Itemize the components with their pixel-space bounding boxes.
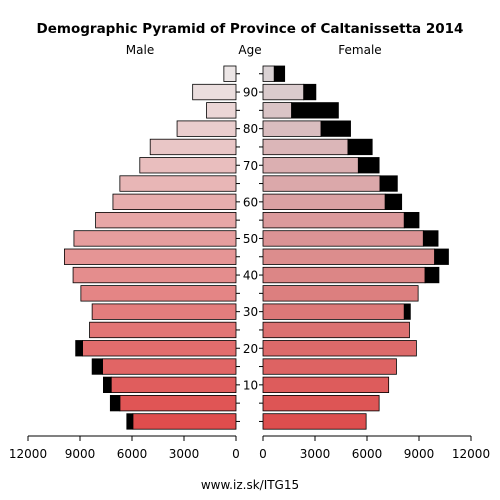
age-tick-label: 50: [243, 232, 258, 246]
bar-female: [262, 83, 305, 101]
bar-male-surplus: [103, 376, 112, 394]
age-tick-label: 40: [243, 269, 258, 283]
bar-male: [89, 321, 237, 339]
bar-male: [223, 65, 237, 82]
bar-female: [262, 321, 410, 339]
bar-female: [262, 211, 405, 229]
bar-female-surplus: [273, 65, 286, 82]
bar-male: [64, 248, 237, 265]
x-tick-label-female: 9000: [404, 447, 435, 461]
bar-female: [262, 120, 322, 137]
age-tick-label: 60: [243, 195, 258, 209]
bar-female-surplus: [384, 193, 403, 211]
bar-male-surplus: [75, 340, 83, 357]
bar-female: [262, 175, 381, 192]
bar-female: [262, 157, 359, 174]
age-tick-label: 70: [243, 159, 258, 173]
bar-male: [139, 157, 237, 174]
x-tick-label-male: 0: [232, 447, 240, 461]
bar-male: [119, 394, 237, 412]
bar-female-surplus: [379, 175, 398, 192]
bar-male: [110, 376, 237, 394]
bar-male: [119, 175, 237, 192]
bar-male-surplus: [109, 394, 121, 412]
axes-group: 90 80 70 60 50 40 30 20 10 12000 9000 6000 3000 0 0 300…: [9, 73, 490, 461]
bar-female: [262, 248, 436, 265]
bar-female: [262, 340, 417, 357]
bar-female-surplus: [422, 230, 439, 247]
bar-male: [192, 83, 237, 101]
bar-male: [73, 230, 237, 247]
bar-female-surplus: [320, 120, 351, 137]
bar-female: [262, 102, 293, 119]
bar-male-surplus: [91, 358, 103, 375]
bar-female: [262, 394, 380, 412]
bars-group: [64, 65, 449, 430]
bar-female: [262, 65, 275, 82]
bar-female-surplus: [291, 102, 339, 119]
bar-female: [262, 193, 386, 211]
age-label: Age: [238, 43, 261, 57]
bar-female: [262, 358, 397, 375]
male-label: Male: [126, 43, 154, 57]
age-tick-label: 90: [243, 86, 258, 100]
bar-female-surplus: [424, 266, 440, 284]
bar-female: [262, 303, 405, 320]
bar-female-surplus: [347, 138, 373, 156]
bar-female-surplus: [357, 157, 380, 174]
x-tick-label-female: 12000: [452, 447, 490, 461]
age-tick-label: 80: [243, 122, 258, 136]
bar-female-surplus: [403, 211, 420, 229]
age-tick-label: 30: [243, 305, 258, 319]
bar-male: [72, 266, 237, 284]
bar-male: [112, 193, 237, 211]
bar-female-surplus: [403, 303, 411, 320]
bar-female: [262, 376, 390, 394]
bar-male: [176, 120, 237, 137]
bar-male: [95, 211, 237, 229]
bar-female: [262, 230, 424, 247]
age-tick-label: 20: [243, 342, 258, 356]
bar-male: [80, 285, 237, 302]
bar-male: [82, 340, 237, 357]
bar-male: [206, 102, 237, 119]
bar-female: [262, 413, 367, 430]
bar-male-surplus: [126, 413, 134, 430]
bar-male: [102, 358, 237, 375]
x-tick-label-male: 3000: [169, 447, 200, 461]
female-label: Female: [338, 43, 381, 57]
chart-title: Demographic Pyramid of Province of Calta…: [37, 21, 464, 37]
x-tick-label-male: 9000: [65, 447, 96, 461]
age-tick-label: 10: [243, 378, 258, 392]
bar-female: [262, 138, 349, 156]
footer-source: www.iz.sk/ITG15: [201, 478, 299, 492]
x-tick-label-female: 3000: [300, 447, 331, 461]
bar-female-surplus: [303, 83, 317, 101]
bar-female-surplus: [434, 248, 449, 265]
bar-male: [91, 303, 237, 320]
x-tick-label-male: 12000: [9, 447, 47, 461]
bar-male: [132, 413, 237, 430]
x-tick-label-female: 0: [259, 447, 267, 461]
x-tick-label-male: 6000: [117, 447, 148, 461]
bar-female: [262, 266, 426, 284]
x-tick-label-female: 6000: [352, 447, 383, 461]
bar-female: [262, 285, 419, 302]
bar-male: [149, 138, 237, 156]
